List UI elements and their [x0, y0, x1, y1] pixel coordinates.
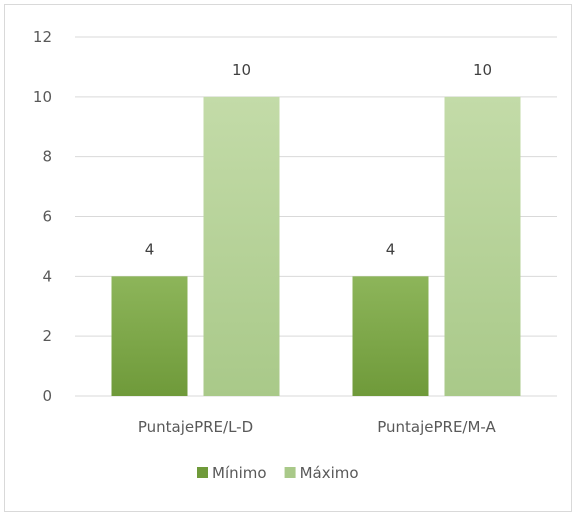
data-label: 10 — [232, 61, 251, 79]
legend-swatch — [197, 467, 208, 478]
bar — [203, 96, 280, 396]
data-labels: 4 10 4 10 — [145, 61, 492, 258]
legend-label: Máximo — [300, 464, 359, 482]
category-labels: PuntajePRE/L-D PuntajePRE/M-A — [138, 418, 497, 436]
y-axis-ticks: 0 2 4 6 8 10 12 — [33, 28, 52, 405]
y-tick-label: 12 — [33, 28, 52, 46]
data-label: 4 — [386, 240, 396, 258]
data-label: 10 — [473, 61, 492, 79]
y-tick-label: 10 — [33, 88, 52, 106]
data-label: 4 — [145, 240, 155, 258]
legend: Mínimo Máximo — [197, 464, 359, 482]
y-tick-label: 2 — [42, 327, 52, 345]
category-label: PuntajePRE/L-D — [138, 418, 253, 436]
y-tick-label: 6 — [42, 208, 52, 226]
legend-label: Mínimo — [212, 464, 267, 482]
bar — [352, 276, 429, 396]
bars — [111, 96, 521, 396]
category-label: PuntajePRE/M-A — [377, 418, 496, 436]
y-tick-label: 8 — [42, 148, 52, 166]
bar — [444, 96, 521, 396]
legend-swatch — [284, 467, 296, 478]
y-tick-label: 4 — [42, 267, 52, 285]
bar — [111, 276, 188, 396]
y-tick-label: 0 — [42, 387, 52, 405]
